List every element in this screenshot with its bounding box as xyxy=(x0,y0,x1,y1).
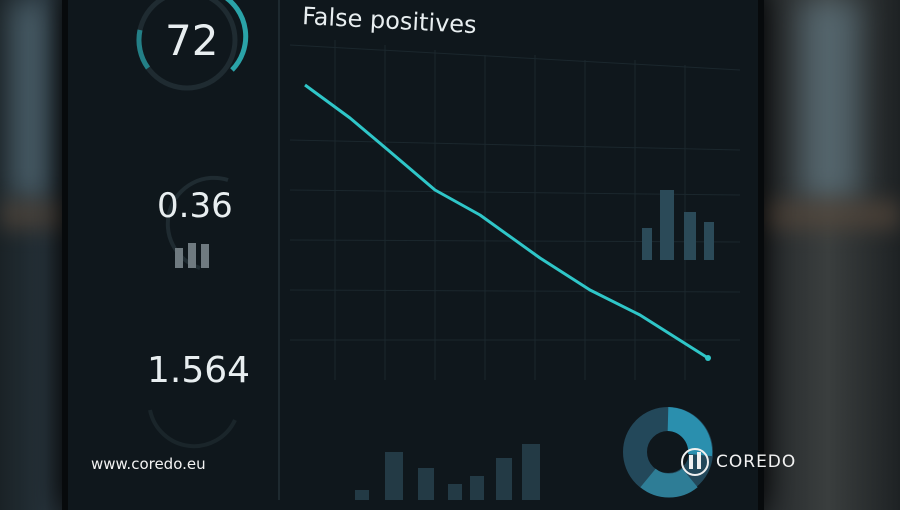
line-endpoint xyxy=(705,355,711,361)
coredo-logo-icon xyxy=(681,448,709,476)
watermark-url: www.coredo.eu xyxy=(91,455,206,473)
background-shelf xyxy=(0,200,70,230)
metric-value-2: 0.36 xyxy=(157,186,233,226)
false-positives-line xyxy=(304,83,709,360)
gauge-72-arc xyxy=(225,0,249,72)
mini-bar-icon xyxy=(175,243,209,268)
chart-grid xyxy=(289,40,741,380)
background-window xyxy=(800,0,860,200)
gauge-72-arc xyxy=(136,29,151,70)
donut-chart xyxy=(623,407,713,498)
watermark-brand: COREDO xyxy=(716,452,797,472)
bar-chart-small xyxy=(642,190,714,260)
panel-divider xyxy=(278,0,280,500)
gauge-1564-track xyxy=(148,409,237,449)
bar-chart-bottom xyxy=(355,444,540,500)
background-window xyxy=(10,0,50,200)
metric-value-3: 1.564 xyxy=(147,350,251,391)
background-shelf xyxy=(760,200,900,230)
metric-value-1: 72 xyxy=(165,16,219,65)
